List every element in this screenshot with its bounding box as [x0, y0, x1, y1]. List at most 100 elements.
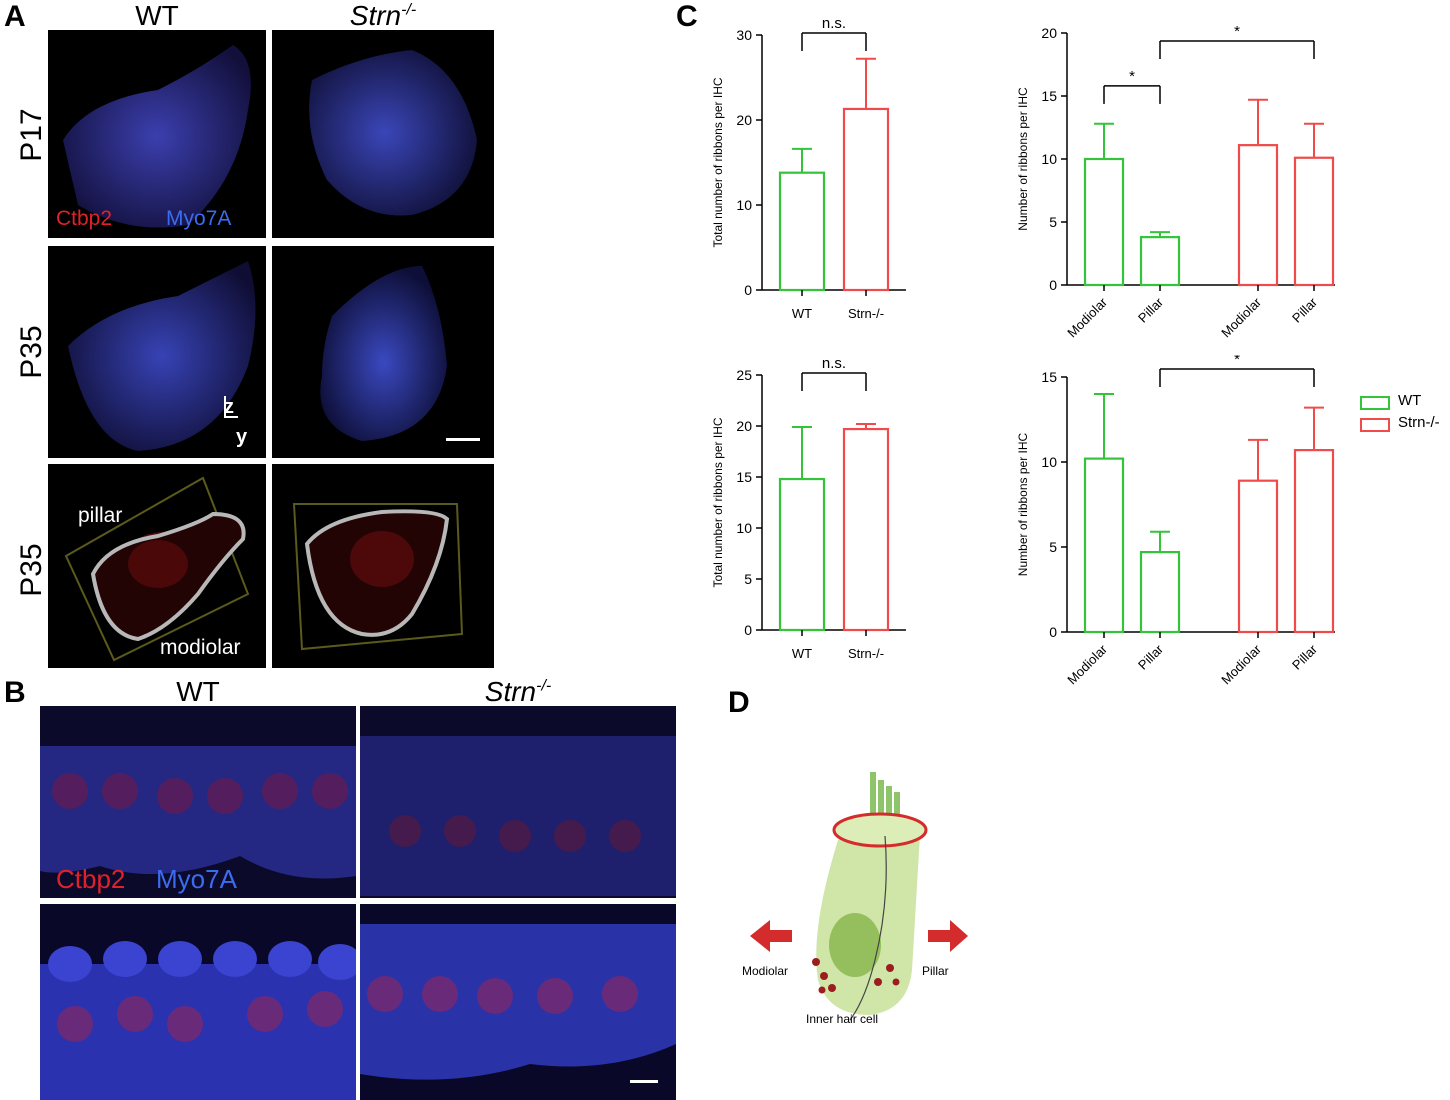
micrograph-a-p35-wt: z y	[48, 246, 266, 458]
y-tick-label: 0	[1049, 277, 1057, 293]
scale-bar	[630, 1080, 658, 1083]
x-tick-label: Modiolar	[1218, 294, 1264, 340]
significance-label: n.s.	[822, 355, 846, 372]
nerve-fiber	[849, 835, 887, 1021]
x-tick-label: Strn-/-	[848, 306, 884, 321]
bar	[1293, 156, 1335, 287]
strn-name: Strn	[484, 676, 537, 707]
legend-label-strn: Strn-/-	[1398, 414, 1440, 431]
stereocilia	[870, 772, 876, 830]
y-axis-label: Total number of ribbons per IHC	[711, 77, 725, 247]
cell-image	[320, 266, 447, 441]
cell-image	[63, 45, 251, 228]
y-tick-label: 30	[736, 27, 752, 43]
y-axis-label: Number of ribbons per IHC	[1016, 432, 1030, 576]
micrograph-a-p35-outline-wt: pillar modiolar	[48, 464, 266, 668]
y-tick-label: 20	[736, 112, 752, 128]
arrow-left-icon	[750, 920, 792, 952]
cochlea-image	[40, 904, 356, 1100]
label-pillar: pillar	[78, 504, 123, 527]
cuticular-plate	[832, 812, 928, 848]
ribbon-synapses	[812, 958, 900, 994]
micrograph-b-wt-top: Ctbp2 Myo7A	[40, 706, 356, 898]
row-label-p35-b: P35	[15, 543, 48, 597]
label-ctbp2: Ctbp2	[56, 864, 126, 894]
significance-label: *	[1129, 68, 1135, 85]
y-tick-label: 25	[736, 367, 752, 383]
bar	[1083, 157, 1125, 287]
micrograph-a-p35-outline-strn	[272, 464, 494, 668]
panel-b-column-wt: WT	[176, 676, 220, 707]
label-ctbp2: Ctbp2	[56, 207, 113, 230]
y-tick-label: 10	[1041, 454, 1057, 470]
significance-bracket: n.s.	[801, 355, 867, 391]
panel-letter-d: D	[728, 686, 750, 719]
scale-bar	[446, 438, 480, 441]
cell-image	[309, 50, 477, 216]
bar	[1237, 479, 1279, 634]
y-tick-label: 0	[1049, 624, 1057, 640]
y-tick-label: 15	[736, 469, 752, 485]
bar	[1139, 236, 1181, 287]
x-tick-label: Modiolar	[1064, 641, 1110, 687]
cochlea-image	[360, 706, 676, 898]
label-pillar-direction: Pillar	[922, 964, 949, 978]
y-tick-label: 10	[1041, 151, 1057, 167]
chart-ribbons-position-p17: 0 5 10 15 20 Number of ribbons per IHC Modiola…	[1016, 23, 1335, 340]
chart-total-ribbons-p35: 0 5 10 15 20 25 Total number of ribbons per IH…	[711, 355, 906, 661]
axis-vertical	[224, 396, 226, 418]
bar	[842, 107, 890, 292]
significance-label: *	[1234, 23, 1240, 40]
micrograph-a-p17-strn	[272, 30, 494, 238]
label-myo7a: Myo7A	[156, 864, 237, 894]
micrograph-b-wt-bottom	[40, 904, 356, 1100]
bar	[778, 171, 826, 292]
y-axis-label: Number of ribbons per IHC	[1016, 87, 1030, 231]
panel-letter-b: B	[4, 676, 26, 709]
y-axis-label: Total number of ribbons per IHC	[711, 417, 725, 587]
legend-swatch-strn	[1360, 418, 1390, 432]
y-tick-label: 15	[1041, 369, 1057, 385]
panel-a-column-wt: WT	[135, 0, 179, 31]
x-tick-label: Strn-/-	[848, 646, 884, 661]
y-tick-label: 5	[1049, 539, 1057, 555]
significance-label: n.s.	[822, 20, 846, 32]
significance-bracket: *	[1159, 355, 1315, 387]
significance-label: *	[1234, 355, 1240, 368]
y-tick-label: 10	[736, 520, 752, 536]
significance-bracket: n.s.	[801, 20, 867, 51]
chart-ribbons-position-p35: 0 5 10 15 Number of ribbons per IHC Modiolar P…	[1016, 355, 1335, 687]
x-tick-label: Modiolar	[1218, 641, 1264, 687]
cell-outline-image	[64, 476, 250, 662]
significance-bracket: *	[1159, 23, 1315, 59]
y-tick-label: 5	[744, 571, 752, 587]
x-tick-label: Pillar	[1135, 294, 1167, 326]
y-tick-label: 0	[744, 622, 752, 638]
panel-b-column-strn: Strn-/-	[360, 676, 676, 708]
micrograph-b-strn-bottom	[360, 904, 676, 1100]
cell-outline-image	[292, 503, 464, 651]
x-tick-label: WT	[792, 646, 812, 661]
inner-hair-cell-diagram	[750, 772, 968, 1021]
cell-image	[68, 261, 256, 451]
y-tick-label: 15	[1041, 88, 1057, 104]
micrograph-a-p17-wt: Ctbp2 Myo7A	[48, 30, 266, 238]
bar	[1083, 457, 1125, 634]
legend-label-wt: WT	[1398, 392, 1422, 409]
bar	[842, 427, 890, 632]
panel-letter-a: A	[4, 0, 26, 33]
axis-z-label: z	[224, 396, 234, 418]
significance-bracket: *	[1103, 68, 1161, 104]
y-tick-label: 5	[1049, 214, 1057, 230]
micrograph-b-strn-top	[360, 706, 676, 898]
cochlea-image	[40, 706, 356, 898]
bar	[1237, 144, 1279, 287]
strn-superscript: -/-	[401, 1, 417, 19]
x-tick-label: Pillar	[1289, 294, 1321, 326]
strn-name: Strn	[349, 0, 402, 31]
y-tick-label: 20	[736, 418, 752, 434]
label-modiolar-direction: Modiolar	[742, 964, 789, 978]
label-inner-hair-cell: Inner hair cell	[806, 1012, 879, 1026]
arrow-right-icon	[928, 920, 968, 952]
y-tick-label: 20	[1041, 25, 1057, 41]
